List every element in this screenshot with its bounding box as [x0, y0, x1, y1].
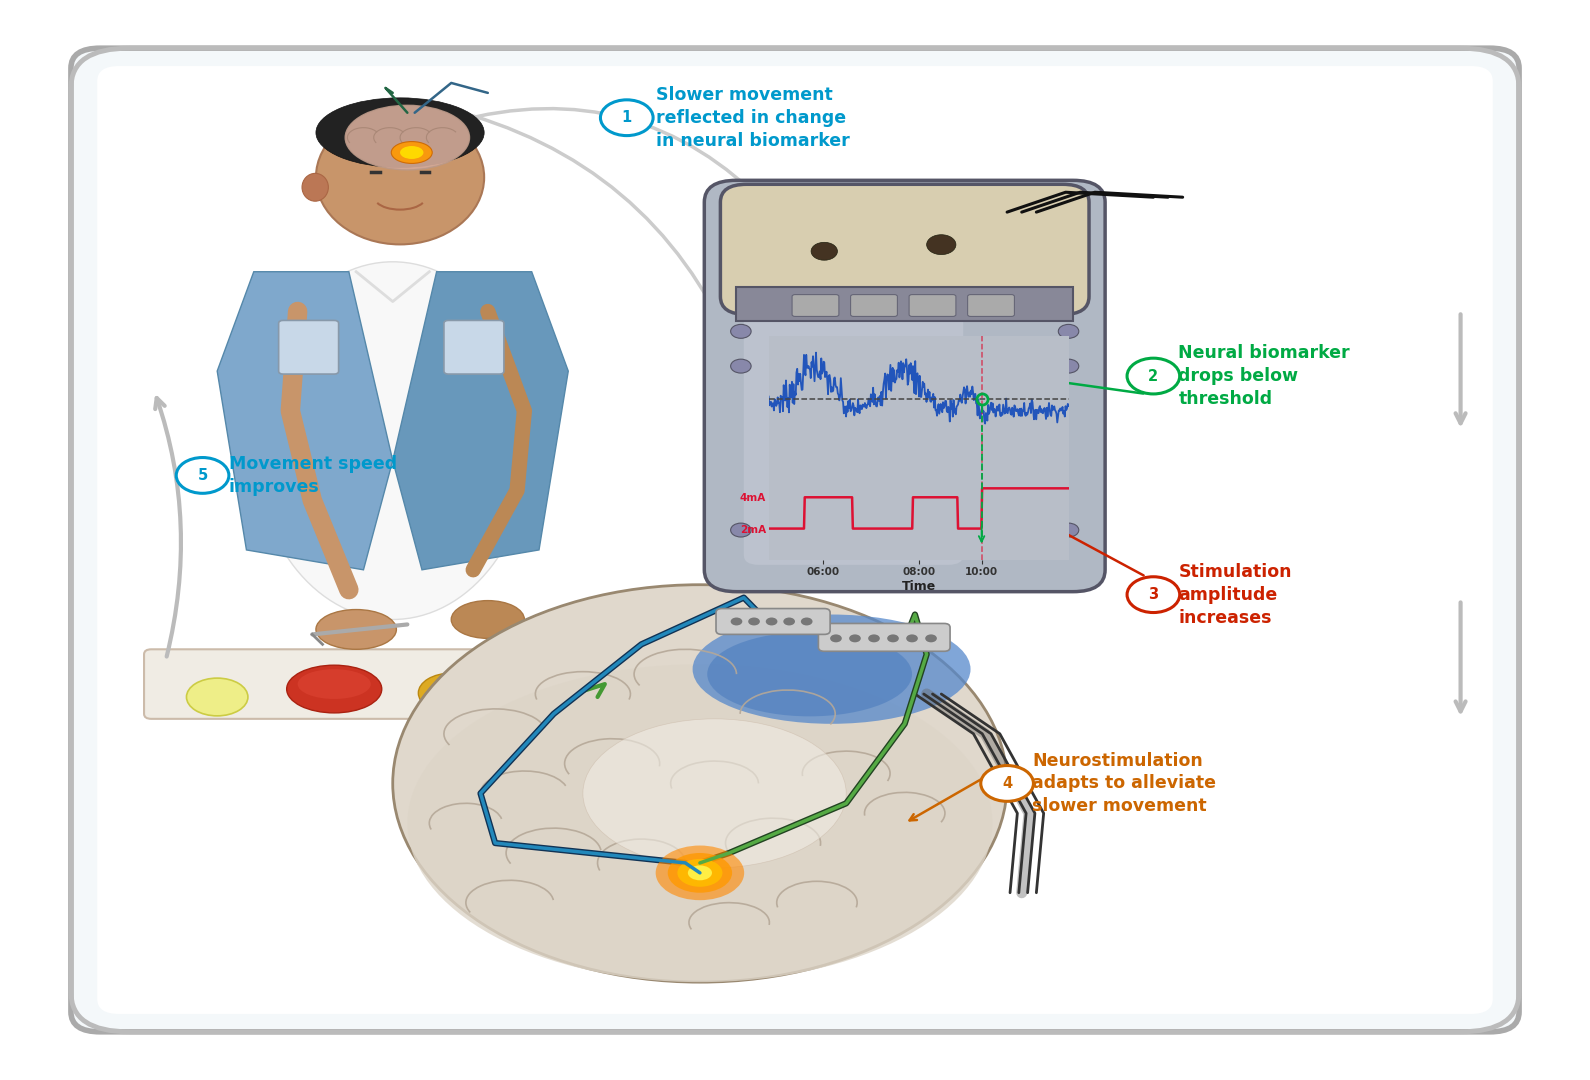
Polygon shape	[393, 272, 568, 570]
Circle shape	[849, 634, 860, 643]
Ellipse shape	[393, 584, 1006, 982]
FancyBboxPatch shape	[72, 49, 1518, 1031]
Circle shape	[784, 618, 795, 625]
Circle shape	[1059, 360, 1078, 373]
FancyBboxPatch shape	[819, 623, 951, 651]
FancyBboxPatch shape	[704, 180, 1105, 592]
Text: Movement speed
improves: Movement speed improves	[229, 455, 398, 496]
Text: 2: 2	[1148, 368, 1159, 383]
Text: Neurostimulation
adapts to alleviate
slower movement: Neurostimulation adapts to alleviate slo…	[1032, 752, 1216, 815]
Circle shape	[1127, 577, 1180, 612]
FancyBboxPatch shape	[720, 185, 1089, 314]
Circle shape	[927, 234, 956, 255]
Ellipse shape	[316, 609, 396, 649]
FancyBboxPatch shape	[744, 217, 964, 565]
Ellipse shape	[254, 261, 531, 620]
Ellipse shape	[452, 600, 525, 638]
Ellipse shape	[316, 98, 483, 167]
Circle shape	[906, 634, 917, 643]
Ellipse shape	[407, 664, 992, 982]
Ellipse shape	[708, 632, 913, 716]
Circle shape	[1059, 324, 1078, 338]
Ellipse shape	[693, 615, 970, 724]
Ellipse shape	[391, 141, 432, 163]
Circle shape	[811, 242, 838, 260]
Text: Slower movement
reflected in change
in neural biomarker: Slower movement reflected in change in n…	[657, 85, 849, 150]
Text: Stimulation
amplitude
increases: Stimulation amplitude increases	[1178, 563, 1291, 626]
Ellipse shape	[668, 853, 731, 893]
FancyBboxPatch shape	[278, 321, 339, 374]
Circle shape	[1127, 359, 1180, 394]
Ellipse shape	[297, 670, 370, 699]
Circle shape	[801, 618, 812, 625]
Ellipse shape	[186, 678, 248, 716]
FancyBboxPatch shape	[792, 295, 840, 316]
Text: 4: 4	[1002, 775, 1013, 791]
FancyBboxPatch shape	[736, 286, 1073, 322]
Circle shape	[731, 618, 743, 625]
Ellipse shape	[688, 865, 712, 880]
Polygon shape	[218, 272, 393, 570]
X-axis label: Time: Time	[902, 580, 937, 593]
FancyBboxPatch shape	[968, 295, 1014, 316]
Ellipse shape	[496, 677, 552, 705]
Circle shape	[1059, 523, 1078, 537]
Ellipse shape	[316, 110, 483, 244]
FancyBboxPatch shape	[716, 608, 830, 634]
FancyBboxPatch shape	[909, 295, 956, 316]
Circle shape	[731, 324, 750, 338]
Ellipse shape	[677, 859, 722, 887]
Circle shape	[749, 618, 760, 625]
Circle shape	[731, 523, 750, 537]
Ellipse shape	[345, 105, 469, 170]
Circle shape	[176, 458, 229, 494]
Circle shape	[830, 634, 841, 643]
Circle shape	[887, 634, 898, 643]
Text: 5: 5	[197, 468, 208, 483]
FancyBboxPatch shape	[145, 649, 685, 719]
Ellipse shape	[418, 673, 483, 713]
Circle shape	[766, 618, 778, 625]
Ellipse shape	[286, 665, 382, 713]
Text: 3: 3	[1148, 588, 1159, 603]
Text: 1: 1	[622, 110, 631, 125]
Ellipse shape	[584, 719, 846, 868]
Text: Neural biomarker
drops below
threshold: Neural biomarker drops below threshold	[1178, 345, 1350, 408]
Ellipse shape	[655, 846, 744, 900]
Ellipse shape	[537, 675, 585, 699]
Ellipse shape	[302, 174, 329, 201]
FancyBboxPatch shape	[444, 321, 504, 374]
Ellipse shape	[401, 146, 423, 159]
Circle shape	[731, 360, 750, 373]
FancyBboxPatch shape	[97, 66, 1493, 1014]
FancyBboxPatch shape	[851, 295, 897, 316]
Circle shape	[981, 766, 1034, 801]
Circle shape	[925, 634, 937, 643]
Circle shape	[868, 634, 879, 643]
Circle shape	[601, 99, 653, 136]
